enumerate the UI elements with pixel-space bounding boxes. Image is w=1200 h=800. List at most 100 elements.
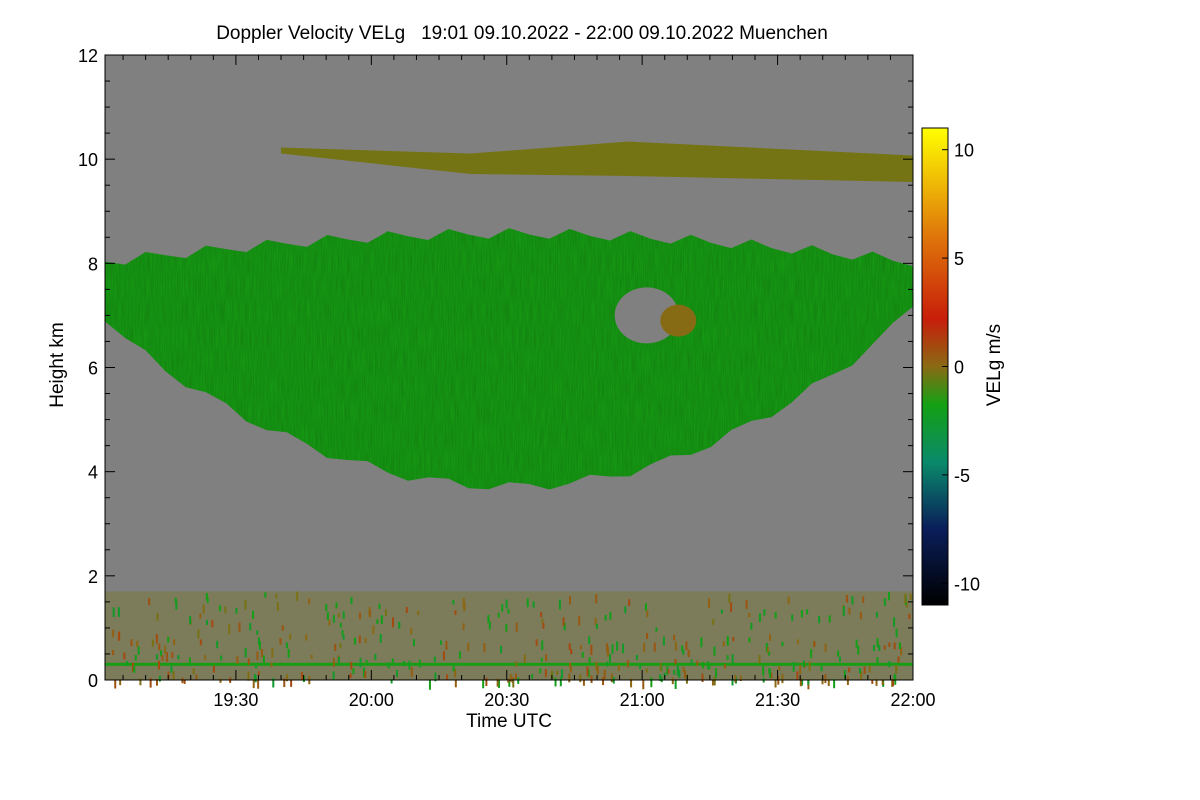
speckle (616, 641, 619, 651)
speckle (206, 597, 209, 603)
speckle (349, 673, 352, 678)
speckle (570, 649, 573, 655)
speckle (364, 670, 367, 679)
speckle (256, 630, 259, 635)
speckle (726, 636, 729, 646)
speckle (339, 622, 342, 628)
speckle (257, 637, 260, 645)
speckle (496, 678, 499, 687)
speckle (696, 660, 699, 666)
speckle (235, 607, 238, 614)
speckle (133, 666, 136, 673)
speckle (467, 642, 470, 652)
x-axis: 19:30 20:00 20:30 21:00 21:30 22:00 (122, 55, 936, 710)
speckle (818, 615, 821, 624)
speckle (257, 678, 260, 689)
speckle (860, 671, 863, 681)
speckle (639, 664, 642, 670)
speckle (628, 599, 631, 606)
speckle (369, 610, 372, 618)
speckle (488, 621, 491, 630)
speckle (175, 600, 178, 610)
speckle (796, 671, 799, 680)
speckle (483, 643, 486, 653)
speckle (579, 674, 582, 683)
speckle (806, 609, 809, 615)
speckle (418, 659, 421, 668)
speckle (626, 659, 629, 668)
speckle (606, 646, 609, 657)
speckle (833, 679, 836, 689)
speckle (724, 663, 727, 669)
speckle (796, 639, 799, 645)
speckle (199, 639, 202, 646)
speckle (244, 647, 247, 658)
speckle (205, 620, 208, 625)
speckle (408, 660, 411, 670)
speckle (791, 614, 794, 621)
x-axis-label: Time UTC (466, 711, 552, 732)
speckle (151, 639, 154, 647)
speckle (244, 600, 247, 610)
speckle (707, 598, 710, 608)
speckle (642, 679, 645, 690)
speckle (895, 628, 898, 638)
speckle (715, 668, 718, 678)
speckle (117, 631, 120, 641)
speckle (463, 601, 466, 612)
speckle (848, 667, 851, 673)
speckle (594, 617, 597, 626)
speckle (702, 661, 705, 669)
speckle (596, 665, 599, 675)
speckle (799, 664, 802, 675)
speckle (609, 654, 612, 665)
y-axis-label: Height km (47, 322, 68, 408)
speckle (119, 679, 122, 686)
speckle (212, 665, 215, 673)
speckle (256, 651, 259, 661)
speckle (813, 641, 816, 647)
speckle (837, 650, 840, 657)
speckle (862, 596, 865, 604)
y-tick-label: 6 (88, 359, 98, 379)
speckle (858, 667, 861, 674)
speckle (158, 643, 161, 651)
speckle (781, 673, 784, 684)
speckle (588, 657, 591, 664)
speckle (276, 602, 279, 612)
speckle (765, 643, 768, 653)
speckle (262, 655, 265, 666)
speckle (134, 655, 137, 661)
speckle (674, 641, 677, 651)
speckle (590, 675, 593, 684)
speckle (646, 610, 649, 618)
speckle (602, 676, 605, 686)
speckle (562, 617, 565, 626)
speckle (713, 676, 716, 686)
y-tick-label: 0 (88, 671, 98, 691)
y-tick-label: 12 (78, 46, 98, 66)
speckle (332, 615, 335, 623)
speckle (167, 636, 170, 643)
speckle (659, 674, 662, 681)
y-tick-label: 8 (88, 254, 98, 274)
speckle (579, 645, 582, 650)
speckle (285, 674, 288, 682)
speckle (650, 677, 653, 688)
speckle (164, 645, 167, 654)
speckle (568, 673, 571, 683)
speckle (766, 646, 769, 654)
speckle (827, 679, 830, 686)
speckle (875, 611, 878, 618)
speckle (739, 675, 742, 681)
speckle (893, 642, 896, 650)
speckle (590, 644, 593, 655)
speckle (112, 629, 115, 638)
speckle (139, 678, 142, 686)
speckle (595, 594, 598, 604)
speckle (762, 665, 765, 676)
speckle (587, 669, 590, 678)
speckle (458, 651, 461, 659)
speckle (434, 672, 437, 682)
speckle (711, 679, 714, 686)
